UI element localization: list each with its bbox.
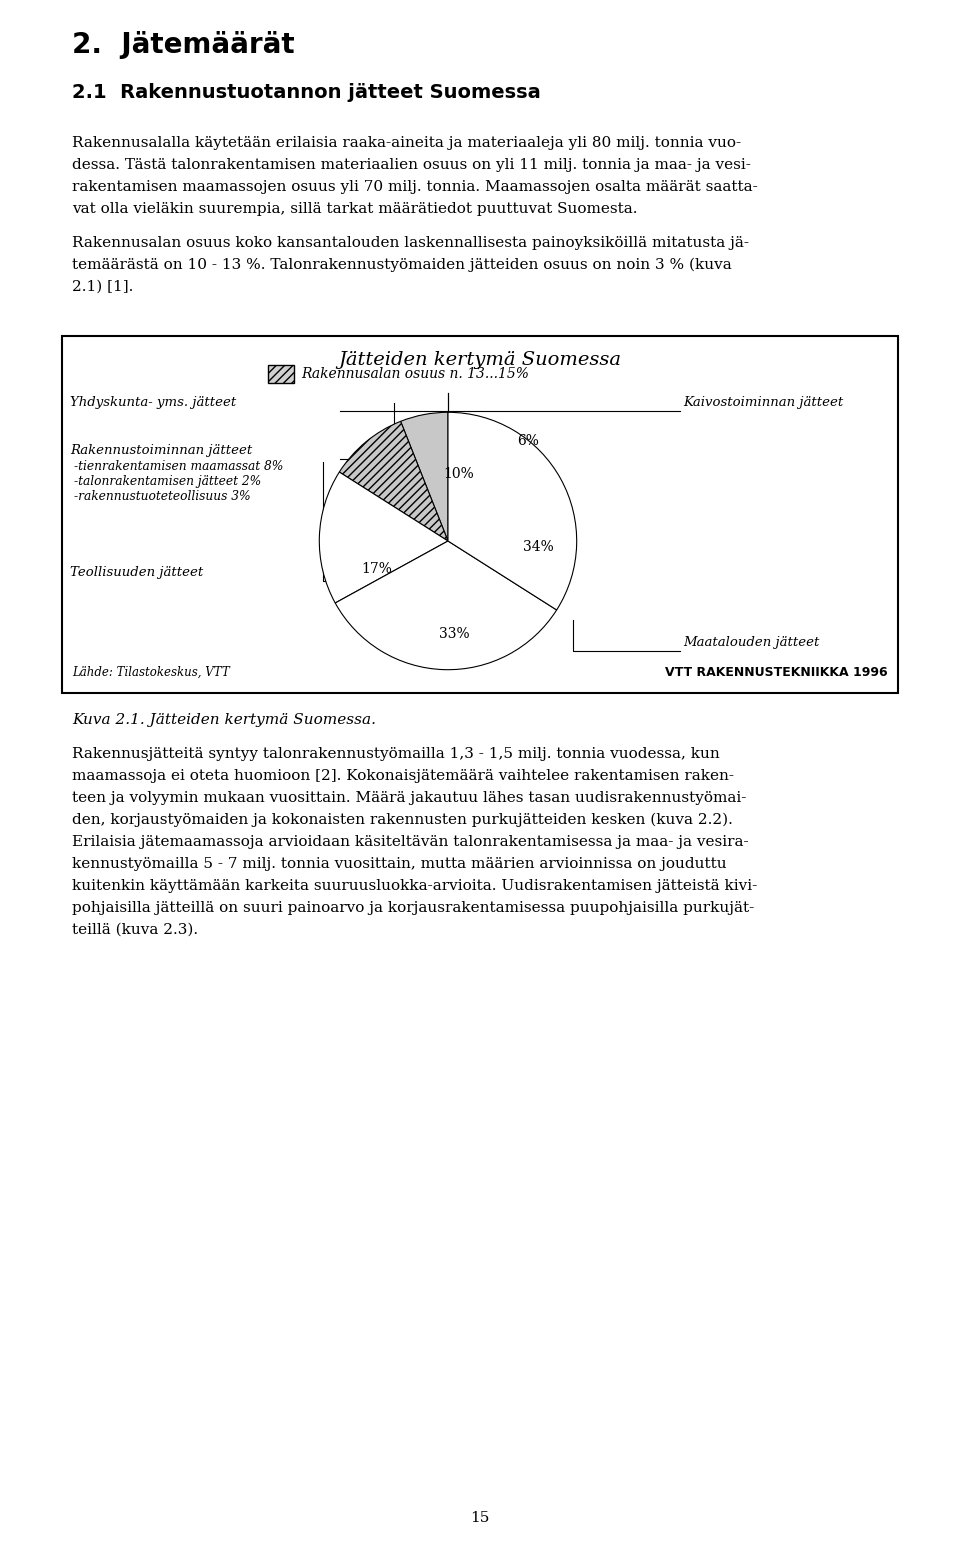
Wedge shape bbox=[335, 541, 557, 670]
Text: 6%: 6% bbox=[516, 434, 539, 448]
Text: Kuva 2.1. Jätteiden kertymä Suomessa.: Kuva 2.1. Jätteiden kertymä Suomessa. bbox=[72, 713, 376, 727]
Text: teillä (kuva 2.3).: teillä (kuva 2.3). bbox=[72, 923, 198, 937]
Text: -rakennustuoteteollisuus 3%: -rakennustuoteteollisuus 3% bbox=[74, 490, 251, 503]
Text: kennustyömailla 5 - 7 milj. tonnia vuosittain, mutta määrien arvioinnissa on jou: kennustyömailla 5 - 7 milj. tonnia vuosi… bbox=[72, 858, 727, 872]
Text: 10%: 10% bbox=[443, 467, 473, 481]
Text: Maatalouden jätteet: Maatalouden jätteet bbox=[683, 636, 820, 648]
Text: Rakennusjätteitä syntyy talonrakennustyömailla 1,3 - 1,5 milj. tonnia vuodessa, : Rakennusjätteitä syntyy talonrakennustyö… bbox=[72, 748, 720, 762]
Wedge shape bbox=[448, 413, 577, 610]
Text: Rakennusalan osuus n. 13...15%: Rakennusalan osuus n. 13...15% bbox=[301, 368, 529, 382]
Text: 34%: 34% bbox=[522, 540, 554, 554]
Text: kuitenkin käyttämään karkeita suuruusluokka-arvioita. Uudisrakentamisen jätteist: kuitenkin käyttämään karkeita suuruusluo… bbox=[72, 879, 757, 893]
Text: Rakennustoiminnan jätteet: Rakennustoiminnan jätteet bbox=[70, 444, 252, 458]
Text: 2.1  Rakennustuotannon jätteet Suomessa: 2.1 Rakennustuotannon jätteet Suomessa bbox=[72, 84, 540, 102]
Text: 17%: 17% bbox=[362, 563, 393, 577]
Text: pohjaisilla jätteillä on suuri painoarvo ja korjausrakentamisessa puupohjaisilla: pohjaisilla jätteillä on suuri painoarvo… bbox=[72, 901, 755, 915]
Wedge shape bbox=[339, 422, 448, 541]
Text: vat olla vieläkin suurempia, sillä tarkat määrätiedot puuttuvat Suomesta.: vat olla vieläkin suurempia, sillä tarka… bbox=[72, 202, 637, 216]
Text: -talonrakentamisen jätteet 2%: -talonrakentamisen jätteet 2% bbox=[74, 475, 261, 489]
Text: Jätteiden kertymä Suomessa: Jätteiden kertymä Suomessa bbox=[339, 351, 621, 369]
Text: Kaivostoiminnan jätteet: Kaivostoiminnan jätteet bbox=[683, 396, 843, 409]
Text: Rakennusalalla käytetään erilaisia raaka-aineita ja materiaaleja yli 80 milj. to: Rakennusalalla käytetään erilaisia raaka… bbox=[72, 136, 741, 150]
Text: temäärästä on 10 - 13 %. Talonrakennustyömaiden jätteiden osuus on noin 3 % (kuv: temäärästä on 10 - 13 %. Talonrakennusty… bbox=[72, 257, 732, 273]
Text: Erilaisia jätemaamassoja arvioidaan käsiteltävän talonrakentamisessa ja maa- ja : Erilaisia jätemaamassoja arvioidaan käsi… bbox=[72, 834, 749, 848]
Wedge shape bbox=[320, 472, 448, 603]
Text: rakentamisen maamassojen osuus yli 70 milj. tonnia. Maamassojen osalta määrät sa: rakentamisen maamassojen osuus yli 70 mi… bbox=[72, 180, 757, 194]
Text: Lähde: Tilastokeskus, VTT: Lähde: Tilastokeskus, VTT bbox=[72, 665, 229, 679]
Text: Yhdyskunta- yms. jätteet: Yhdyskunta- yms. jätteet bbox=[70, 396, 236, 409]
Text: Teollisuuden jätteet: Teollisuuden jätteet bbox=[70, 566, 204, 579]
Text: 33%: 33% bbox=[439, 627, 469, 641]
Text: -tienrakentamisen maamassat 8%: -tienrakentamisen maamassat 8% bbox=[74, 461, 283, 473]
Bar bbox=[268, 364, 294, 383]
Text: teen ja volyymin mukaan vuosittain. Määrä jakautuu lähes tasan uudisrakennustyöm: teen ja volyymin mukaan vuosittain. Määr… bbox=[72, 791, 746, 805]
Wedge shape bbox=[400, 413, 448, 541]
Text: dessa. Tästä talonrakentamisen materiaalien osuus on yli 11 milj. tonnia ja maa-: dessa. Tästä talonrakentamisen materiaal… bbox=[72, 158, 751, 172]
Text: den, korjaustyömaiden ja kokonaisten rakennusten purkujätteiden kesken (kuva 2.2: den, korjaustyömaiden ja kokonaisten rak… bbox=[72, 813, 732, 827]
Text: VTT RAKENNUSTEKNIIKKA 1996: VTT RAKENNUSTEKNIIKKA 1996 bbox=[665, 665, 888, 679]
Text: 2.  Jätemäärät: 2. Jätemäärät bbox=[72, 31, 295, 59]
Text: Rakennusalan osuus koko kansantalouden laskennallisesta painoyksiköillä mitatust: Rakennusalan osuus koko kansantalouden l… bbox=[72, 236, 749, 250]
Bar bbox=[62, 337, 898, 693]
Text: 15: 15 bbox=[470, 1511, 490, 1525]
Text: 2.1) [1].: 2.1) [1]. bbox=[72, 281, 133, 295]
Text: maamassoja ei oteta huomioon [2]. Kokonaisjätemäärä vaihtelee rakentamisen raken: maamassoja ei oteta huomioon [2]. Kokona… bbox=[72, 769, 734, 783]
